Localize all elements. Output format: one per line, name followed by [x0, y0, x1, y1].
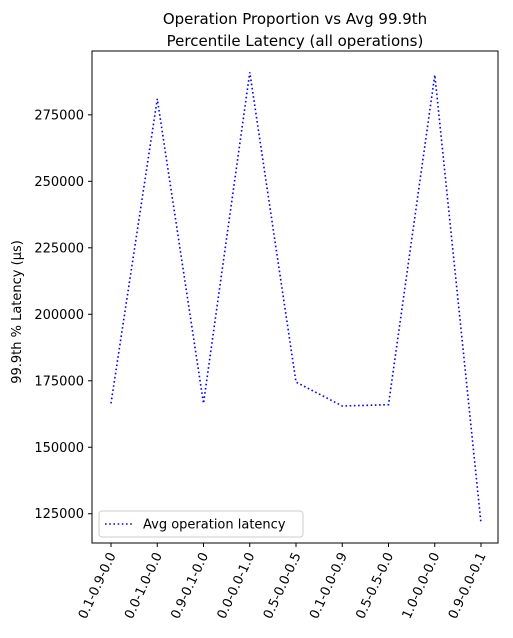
legend: Avg operation latency [98, 510, 304, 538]
x-tick-label: 0.9-0.0-0.1 [446, 550, 490, 621]
y-tick-label: 200000 [34, 308, 84, 323]
legend-box [98, 510, 304, 538]
ticks-layer: 125000 150000 175000 200000 225000 250000 2750… [34, 108, 489, 621]
x-tick-label: 1.0-0.0-0.0 [400, 550, 444, 621]
x-tick-label: 0.1-0.0-0.9 [307, 550, 351, 621]
plot-frame [91, 50, 499, 544]
y-tick-label: 150000 [34, 441, 84, 456]
chart-title-line-2: Percentile Latency (all operations) [167, 32, 424, 50]
y-tick-label: 125000 [34, 507, 84, 522]
series-layer [110, 72, 482, 524]
x-tick-label: 0.5-0.5-0.0 [353, 550, 397, 621]
x-tick-label: 0.0-0.0-1.0 [215, 550, 259, 621]
series-line-avg-operation-latency [110, 72, 482, 524]
y-tick-label: 175000 [34, 374, 84, 389]
x-tick-label: 0.9-0.1-0.0 [168, 550, 212, 621]
y-tick-label: 275000 [34, 108, 84, 123]
x-tick-label: 0.1-0.9-0.0 [76, 550, 120, 621]
chart-title-line-1: Operation Proportion vs Avg 99.9th [163, 10, 427, 28]
x-tick-label: 0.0-1.0-0.0 [122, 550, 166, 621]
y-axis-label: 99.9th % Latency (µs) [10, 240, 25, 384]
y-tick-label: 250000 [34, 175, 84, 190]
x-tick-label: 0.5-0.0-0.5 [261, 550, 305, 621]
legend-label: Avg operation latency [143, 518, 286, 533]
y-tick-label: 225000 [34, 241, 84, 256]
